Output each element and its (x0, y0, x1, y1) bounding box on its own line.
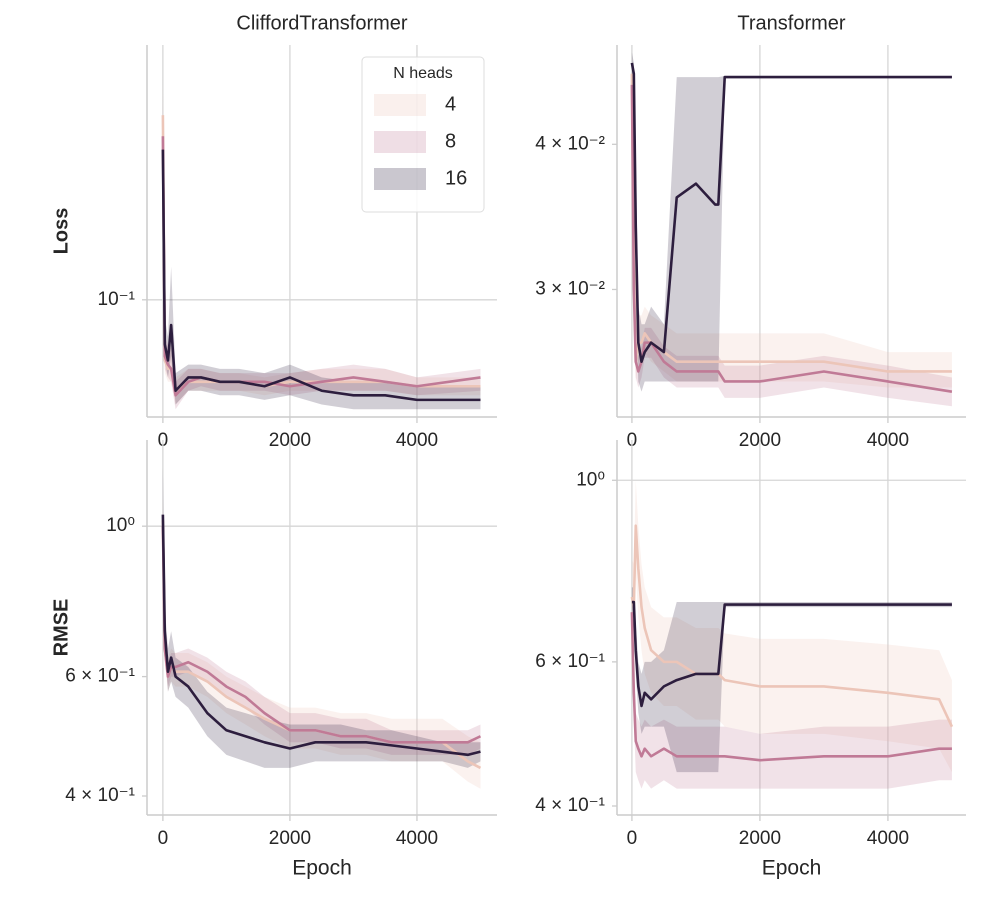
legend-swatch (374, 94, 426, 116)
legend-label: 8 (445, 130, 456, 152)
line (631, 600, 952, 708)
x-tick-label: 0 (158, 828, 169, 849)
y-tick-label: 4 × 10⁻¹ (535, 795, 605, 816)
x-axis-label: Epoch (292, 857, 352, 880)
line (161, 514, 481, 757)
x-tick-label: 4000 (396, 828, 438, 849)
line (630, 524, 954, 728)
y-tick-label: 6 × 10⁻¹ (65, 666, 135, 687)
x-axis-label: Epoch (762, 857, 822, 880)
legend-title: N heads (393, 65, 453, 82)
legend-box (361, 56, 485, 213)
line (630, 612, 952, 762)
x-tick-label: 2000 (269, 828, 311, 849)
y-tick-label: 10⁰ (576, 469, 605, 490)
y-tick-label: 10⁻¹ (98, 289, 136, 310)
y-tick-label: 4 × 10⁻¹ (65, 785, 135, 806)
x-tick-label: 4000 (867, 828, 909, 849)
legend-swatch (374, 131, 426, 153)
legend-label: 16 (445, 167, 467, 189)
error-band (162, 498, 481, 789)
line (161, 526, 482, 744)
x-tick-label: 2000 (739, 828, 781, 849)
x-tick-label: 0 (627, 828, 638, 849)
error-band (631, 587, 952, 773)
line (630, 73, 952, 373)
error-band (631, 480, 952, 773)
y-tick-label: 6 × 10⁻¹ (535, 651, 605, 672)
y-tick-label: 4 × 10⁻² (535, 133, 605, 154)
panel-title: CliffordTransformer (236, 12, 407, 34)
error-band (162, 509, 481, 755)
panel-title: Transformer (737, 12, 846, 34)
line (161, 149, 481, 402)
y-axis-label: Loss (50, 208, 72, 255)
legend-swatch (374, 168, 426, 190)
y-tick-label: 3 × 10⁻² (535, 278, 605, 299)
line (630, 62, 952, 363)
legend-label: 4 (445, 93, 456, 115)
y-axis-label: RMSE (50, 599, 72, 657)
error-band (631, 52, 952, 388)
error-band (631, 597, 952, 789)
y-tick-label: 10⁰ (106, 515, 135, 536)
error-band (162, 76, 481, 405)
line (630, 84, 953, 393)
error-band (631, 52, 952, 392)
